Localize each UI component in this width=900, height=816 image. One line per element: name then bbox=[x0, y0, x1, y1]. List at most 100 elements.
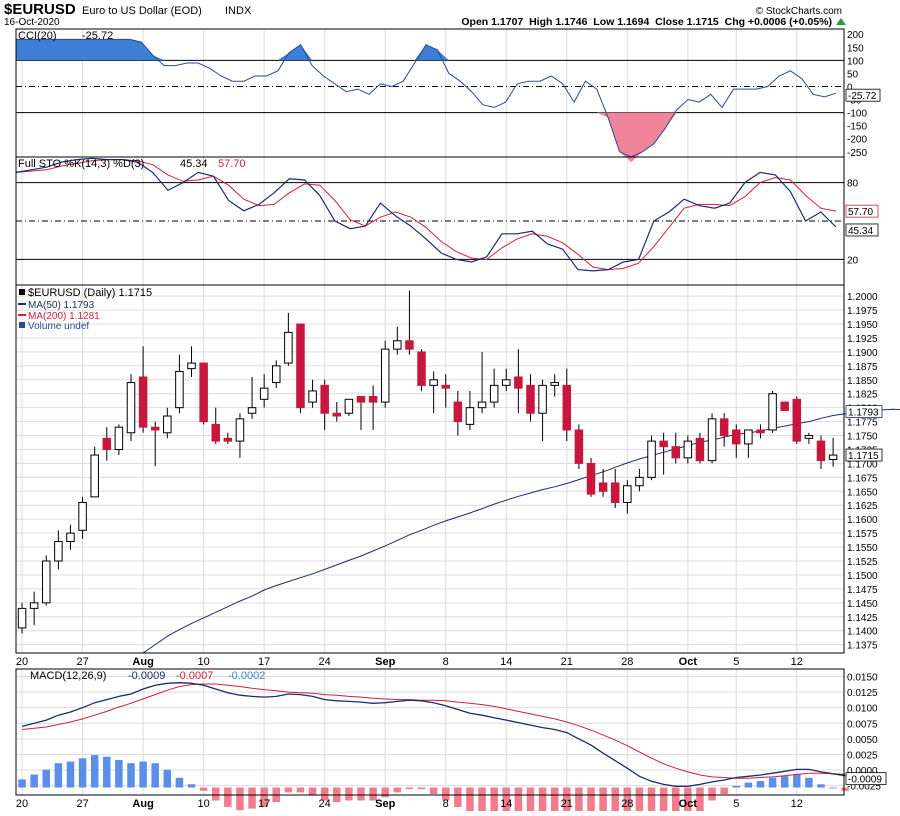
x-tick-label: Oct bbox=[679, 656, 698, 668]
sto-k-tag-box bbox=[845, 223, 879, 237]
candle-body bbox=[514, 376, 523, 389]
macd-histogram-bar bbox=[260, 787, 268, 807]
price-legend-swatch bbox=[19, 289, 25, 295]
candle-body bbox=[744, 429, 753, 445]
sto-legend-d: 57.70 bbox=[218, 158, 246, 170]
macd-histogram-bar bbox=[841, 787, 849, 791]
ma50-last-tag-box bbox=[845, 405, 883, 418]
macd-histogram-bar bbox=[466, 787, 474, 814]
price-y-tick: 1.2000 bbox=[847, 292, 878, 303]
candle-body bbox=[417, 351, 426, 386]
candle-body bbox=[199, 362, 208, 423]
candle-body bbox=[598, 482, 608, 492]
x-tick-label: 27 bbox=[76, 798, 88, 810]
macd-histogram-bar bbox=[793, 774, 801, 788]
candle-body bbox=[344, 398, 354, 414]
macd-histogram-bar bbox=[357, 787, 365, 801]
macd-histogram-bar bbox=[54, 763, 63, 788]
candle-body bbox=[671, 446, 680, 459]
candle-body bbox=[368, 396, 378, 403]
candle bbox=[284, 312, 293, 366]
sto-k-tag-text: 45.34 bbox=[848, 226, 873, 237]
macd-histogram-bar bbox=[599, 787, 607, 816]
candle bbox=[768, 390, 777, 433]
candle-body bbox=[332, 412, 342, 417]
candle bbox=[356, 396, 366, 430]
candle-body bbox=[756, 429, 765, 434]
candle-body bbox=[828, 454, 838, 461]
macd-histogram-bar bbox=[744, 782, 753, 788]
macd-histogram-bar bbox=[635, 787, 644, 816]
candle bbox=[17, 602, 27, 634]
price-y-tick: 1.1875 bbox=[847, 362, 878, 373]
candle bbox=[259, 374, 269, 408]
candle-body bbox=[635, 476, 644, 487]
macd-histogram-bar bbox=[405, 787, 414, 790]
candle bbox=[574, 424, 584, 469]
candle-body bbox=[550, 382, 559, 386]
price-y-tick: 1.1600 bbox=[847, 515, 878, 526]
candle bbox=[54, 530, 63, 570]
candle-body bbox=[42, 560, 51, 604]
macd-histogram-bar bbox=[647, 787, 656, 816]
candle-body bbox=[247, 407, 257, 414]
x-tick-label: Sep bbox=[375, 656, 395, 668]
sto-d-tag-box bbox=[845, 204, 879, 218]
candle-body bbox=[284, 331, 293, 364]
stochastic-panel: 80 20 Full STO %K(14,3) %D(3) 45.34 57.70 57.… bbox=[15, 156, 879, 286]
price-y-tick: 1.1900 bbox=[847, 348, 878, 359]
candle bbox=[187, 346, 196, 377]
macd-histogram-bar bbox=[623, 787, 632, 816]
macd-last-tag-text: -0.0009 bbox=[848, 775, 882, 786]
candle-body bbox=[429, 379, 438, 386]
x-tick-label: 5 bbox=[733, 656, 739, 668]
candle-body bbox=[175, 370, 184, 409]
macd-legend-label: MACD(12,26,9) bbox=[30, 670, 106, 682]
macd-histogram-bar bbox=[308, 787, 317, 796]
x-tick-label: 17 bbox=[258, 656, 270, 668]
candle bbox=[792, 396, 802, 444]
macd-histogram-bar bbox=[829, 787, 837, 789]
macd-histogram-bar bbox=[611, 787, 619, 816]
macd-histogram-bar bbox=[538, 787, 547, 816]
macd-legend-signal: -0.0007 bbox=[176, 670, 213, 682]
candle bbox=[707, 413, 717, 464]
x-tick-label: 21 bbox=[561, 656, 573, 668]
price-y-tick: 1.1400 bbox=[847, 627, 878, 638]
candle bbox=[66, 524, 75, 550]
candle-body bbox=[296, 323, 305, 409]
candle bbox=[308, 379, 317, 408]
macd-line bbox=[21, 682, 846, 787]
candle bbox=[719, 413, 729, 447]
macd-histogram-bar bbox=[478, 787, 486, 816]
sto-k-line bbox=[15, 157, 837, 272]
macd-histogram-bar bbox=[224, 787, 232, 807]
macd-histogram-bar bbox=[127, 763, 135, 788]
candle-body bbox=[465, 407, 475, 425]
candle-body bbox=[78, 501, 87, 531]
candle bbox=[126, 374, 136, 442]
macd-signal-line bbox=[22, 683, 846, 779]
candle-body bbox=[780, 401, 789, 411]
ma50-legend: MA(50) 1.1793 bbox=[28, 300, 95, 311]
candle-body bbox=[259, 387, 269, 400]
candle-body bbox=[610, 482, 620, 503]
candle bbox=[163, 407, 172, 439]
candle bbox=[671, 432, 680, 464]
cci-y-tick: 0 bbox=[847, 82, 853, 93]
x-tick-label: 21 bbox=[561, 798, 573, 810]
candle-body bbox=[792, 398, 802, 442]
candle bbox=[332, 402, 342, 422]
candle bbox=[102, 427, 112, 461]
ma50-last-tag: 1.1793 bbox=[845, 405, 883, 419]
candle bbox=[526, 374, 535, 422]
macd-histogram-bar bbox=[756, 781, 765, 788]
x-tick-label: 8 bbox=[443, 656, 449, 668]
sto-legend-k: 45.34 bbox=[180, 158, 208, 170]
candle bbox=[586, 457, 596, 497]
candle bbox=[380, 340, 390, 408]
candle-body bbox=[453, 401, 463, 423]
ohlc-summary: Open 1.1707 High 1.1746 Low 1.1694 Close… bbox=[461, 16, 832, 28]
price-y-tick: 1.1525 bbox=[847, 557, 878, 568]
candle bbox=[804, 432, 814, 444]
